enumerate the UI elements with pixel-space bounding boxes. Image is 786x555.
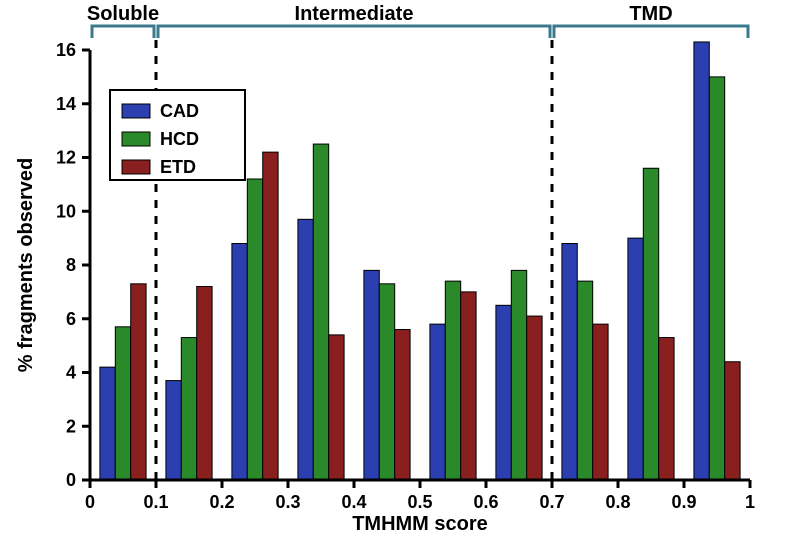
y-tick-label: 6 <box>66 309 76 329</box>
bar-etd <box>329 335 344 480</box>
bar-hcd <box>445 281 460 480</box>
bar-hcd <box>181 338 196 480</box>
x-tick-label: 0.5 <box>407 492 432 512</box>
bar-cad <box>298 219 313 480</box>
legend-label: ETD <box>160 157 196 177</box>
y-tick-label: 4 <box>66 363 76 383</box>
bar-hcd <box>247 179 262 480</box>
y-tick-label: 2 <box>66 416 76 436</box>
bar-etd <box>197 287 212 481</box>
bar-hcd <box>115 327 130 480</box>
bar-hcd <box>577 281 592 480</box>
bar-hcd <box>379 284 394 480</box>
legend-swatch <box>122 132 150 146</box>
x-tick-label: 0.7 <box>539 492 564 512</box>
bar-cad <box>496 305 511 480</box>
x-tick-label: 1 <box>745 492 755 512</box>
bar-etd <box>725 362 740 480</box>
y-tick-label: 16 <box>56 40 76 60</box>
chart-container: 0 2 4 6 8 10 12 14 16 0 0.1 0.2 0.3 0.4 0.5 0.6 0.7 0.8 0.… <box>0 0 786 555</box>
bar-etd <box>527 316 542 480</box>
x-tick-label: 0.2 <box>209 492 234 512</box>
bar-etd <box>461 292 476 480</box>
x-tick-label: 0 <box>85 492 95 512</box>
x-tick-label: 0.9 <box>671 492 696 512</box>
x-tick-label: 0.6 <box>473 492 498 512</box>
bar-etd <box>395 330 410 481</box>
region-label: Soluble <box>87 3 159 25</box>
legend-label: CAD <box>160 101 199 121</box>
bar-cad <box>694 42 709 480</box>
region-label: Intermediate <box>295 3 414 25</box>
bar-cad <box>364 270 379 480</box>
bar-cad <box>628 238 643 480</box>
region-label: TMD <box>629 3 672 25</box>
y-axis-label: % fragments observed <box>15 158 37 373</box>
x-tick-label: 0.8 <box>605 492 630 512</box>
bar-hcd <box>643 168 658 480</box>
legend-swatch <box>122 160 150 174</box>
bar-hcd <box>511 270 526 480</box>
y-tick-label: 8 <box>66 255 76 275</box>
x-tick-label: 0.1 <box>143 492 168 512</box>
legend-swatch <box>122 104 150 118</box>
bar-cad <box>232 244 247 481</box>
bar-chart: 0 2 4 6 8 10 12 14 16 0 0.1 0.2 0.3 0.4 0.5 0.6 0.7 0.8 0.… <box>0 0 786 555</box>
x-axis-label: TMHMM score <box>352 513 488 535</box>
y-tick-label: 14 <box>56 94 76 114</box>
bar-etd <box>659 338 674 480</box>
bar-cad <box>100 367 115 480</box>
legend-label: HCD <box>160 129 199 149</box>
y-tick-label: 0 <box>66 470 76 490</box>
bar-etd <box>593 324 608 480</box>
bar-etd <box>131 284 146 480</box>
bar-cad <box>166 381 181 480</box>
y-tick-label: 12 <box>56 148 76 168</box>
bar-etd <box>263 152 278 480</box>
y-tick-label: 10 <box>56 201 76 221</box>
bar-hcd <box>313 144 328 480</box>
x-tick-label: 0.4 <box>341 492 366 512</box>
x-tick-label: 0.3 <box>275 492 300 512</box>
bar-cad <box>430 324 445 480</box>
bar-hcd <box>709 77 724 480</box>
bar-cad <box>562 244 577 481</box>
